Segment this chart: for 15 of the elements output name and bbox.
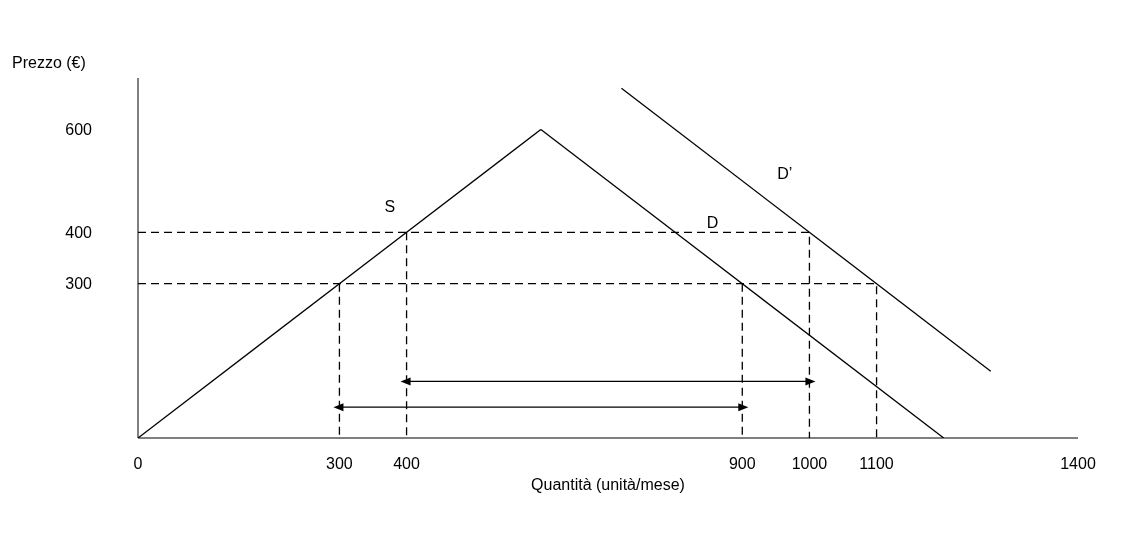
- y-tick-label: 300: [65, 275, 93, 293]
- x-tick-label: 1000: [791, 455, 828, 473]
- x-tick-label: 1400: [1060, 455, 1096, 473]
- series-label: D’: [777, 164, 793, 182]
- y-tick-label: 600: [65, 121, 93, 139]
- x-tick-label: 900: [728, 455, 756, 473]
- x-axis-title: Quantità (unità/mese): [531, 476, 685, 493]
- x-tick-label: 300: [326, 455, 353, 473]
- series-label: D: [706, 213, 719, 231]
- x-tick-label: 1100: [859, 455, 894, 473]
- y-tick-label: 400: [65, 223, 93, 241]
- series-label: S: [384, 198, 396, 216]
- x-tick-label: 400: [393, 455, 421, 473]
- x-tick-label: 0: [133, 455, 143, 473]
- y-axis-title: Prezzo (€): [12, 54, 86, 72]
